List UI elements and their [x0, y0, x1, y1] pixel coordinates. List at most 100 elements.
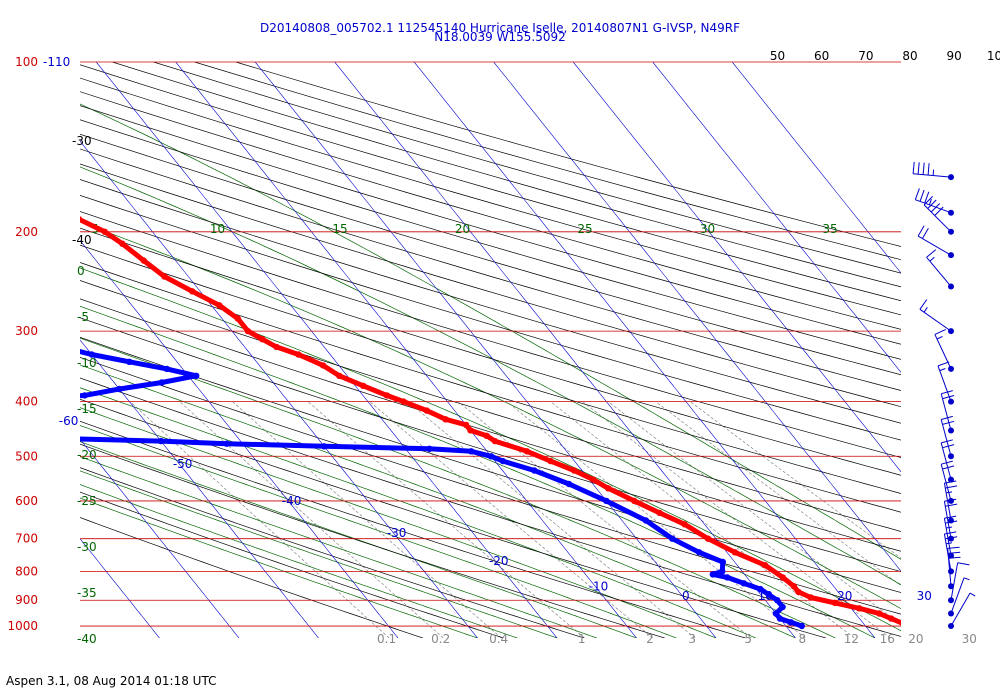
- pressure-label: 500: [15, 449, 38, 463]
- wind-barb-flag: [926, 249, 937, 258]
- dewpoint-segment: [158, 438, 230, 447]
- dry-adiabat-line: [194, 62, 901, 261]
- wind-barb: [912, 161, 954, 181]
- wind-barb-flag: [941, 439, 953, 444]
- dewpoint-point: [44, 395, 50, 401]
- dewpoint-point: [59, 344, 65, 350]
- dewpoint-segment: [669, 536, 702, 555]
- dewpoint-segment: [80, 348, 95, 357]
- temperature-segment: [80, 216, 82, 222]
- dry-adiabat-line: [80, 227, 901, 476]
- temperature-point: [30, 189, 36, 195]
- dry-adiabat-line: [80, 491, 504, 638]
- pressure-label: 600: [15, 494, 38, 508]
- temperature-segment: [657, 510, 688, 527]
- wind-barb-flag: [923, 196, 933, 206]
- wind-barb-flag: [914, 188, 920, 200]
- moist-adiabat-line: [80, 456, 597, 638]
- dewpoint-segment: [603, 498, 649, 523]
- isotherm-line: [334, 62, 796, 638]
- dry-adiabat-line: [80, 91, 901, 330]
- dewpoint-segment: [116, 380, 165, 392]
- temperature-point: [900, 621, 901, 626]
- dewpoint-segment: [500, 458, 537, 473]
- dry-adiabat-line: [80, 398, 826, 638]
- wind-barb-staff: [913, 173, 952, 178]
- mixing-ratio-label: 5: [744, 632, 752, 646]
- wind-barb-flag: [927, 199, 937, 209]
- dry-adiabat-line: [80, 64, 901, 302]
- fahrenheit-tick-label: 50: [770, 49, 785, 63]
- temperature-segment: [33, 192, 60, 206]
- wind-barb-half-flag: [923, 307, 928, 313]
- wind-barb: [926, 249, 954, 290]
- temperature-segment: [0, 161, 13, 177]
- wind-barb-staff: [947, 548, 952, 587]
- dewpoint-segment: [24, 339, 62, 347]
- wind-barb-flag: [941, 415, 953, 420]
- dry-adiabat-line: [80, 298, 901, 552]
- wind-barb: [943, 515, 958, 559]
- isotherm-label: 20: [837, 589, 852, 603]
- dry-adiabat-line: [80, 317, 901, 572]
- moist-adiabat-line: [80, 103, 901, 560]
- fahrenheit-tick-label: 60: [814, 49, 829, 63]
- pressure-label: 100: [15, 55, 38, 69]
- wind-barb-flag: [942, 444, 955, 449]
- dry-adiabat-line: [80, 194, 901, 441]
- isotherm-line: [95, 62, 558, 638]
- dewpoint-segment: [321, 443, 432, 452]
- mixing-ratio-label: 30: [962, 632, 977, 646]
- isotherm-label: -40: [282, 494, 302, 508]
- wind-barb-flag: [922, 162, 925, 175]
- wind-barb-flag: [942, 395, 955, 400]
- temperature-segment: [571, 468, 596, 483]
- pressure-label: 300: [15, 324, 38, 338]
- wind-barb-staff: [917, 235, 952, 256]
- moist-adiabat-line: [80, 166, 901, 586]
- top-left-temperature-label: -110: [43, 55, 70, 69]
- temperature-segment: [360, 383, 390, 398]
- isotherm-label: -30: [387, 526, 407, 540]
- wind-barb-flag: [917, 225, 925, 237]
- wind-barb-flag: [919, 299, 928, 310]
- temperature-segment: [336, 373, 366, 389]
- wind-barb-staff: [934, 334, 952, 370]
- isotherm-label: -10: [589, 580, 609, 594]
- temperature-segment: [762, 562, 786, 580]
- isotherm-line: [652, 62, 901, 373]
- wind-barb-flag: [944, 480, 957, 484]
- isotherm-line: [175, 62, 637, 638]
- moist-adiabat-line: [80, 425, 677, 638]
- dry-adiabat-line: [80, 517, 423, 638]
- isotherm-line: [572, 62, 901, 473]
- dewpoint-segment: [468, 448, 494, 459]
- dewpoint-point: [0, 404, 2, 410]
- temperature-segment: [443, 416, 469, 428]
- isotherm-line: [493, 62, 901, 572]
- dewpoint-segment: [427, 446, 474, 454]
- wind-barb-staff: [950, 577, 965, 614]
- mixing-ratio-line: [307, 401, 585, 638]
- pressure-label: 1000: [7, 619, 38, 633]
- dry-adiabat-line: [80, 77, 901, 316]
- dewpoint-segment: [643, 518, 675, 542]
- wind-barb-flag: [957, 562, 970, 566]
- moist-adiabat-label: 30: [700, 222, 715, 236]
- wind-barb-flag: [927, 163, 930, 176]
- wind-barb: [934, 328, 954, 372]
- wind-barb-half-flag: [932, 169, 935, 176]
- wind-barb-flag: [945, 485, 958, 489]
- moist-adiabat-label: 20: [455, 222, 470, 236]
- dry-adiabat-line: [80, 244, 901, 494]
- fahrenheit-tick-label: 100: [987, 49, 1000, 63]
- dewpoint-segment: [159, 373, 199, 385]
- isotherm-label: 0: [682, 589, 690, 603]
- mixing-ratio-label: 0.1: [377, 632, 396, 646]
- dry-adiabat-label: -35: [77, 586, 97, 600]
- pressure-label: 200: [15, 225, 38, 239]
- mixing-ratio-label: 0.2: [431, 632, 450, 646]
- wind-barb-flag: [917, 162, 920, 175]
- mixing-ratio-line: [582, 401, 891, 638]
- wind-barb-flag: [941, 460, 953, 465]
